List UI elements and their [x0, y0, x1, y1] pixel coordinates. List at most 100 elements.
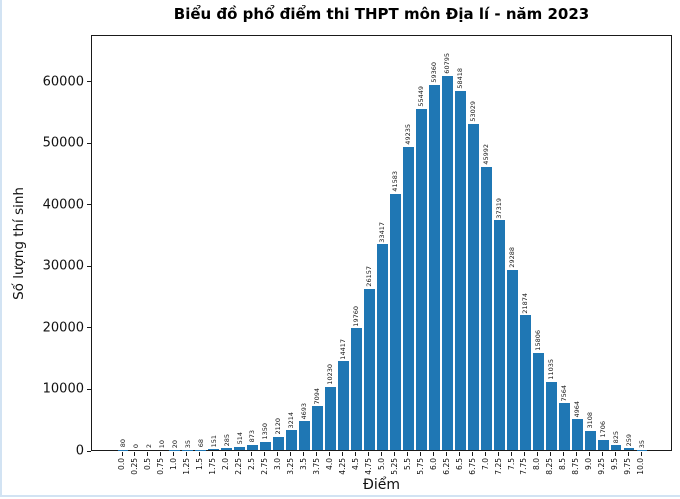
bar — [286, 430, 298, 450]
bar-value-text: 58418 — [456, 67, 465, 89]
x-tick-text: 7.0 — [480, 458, 490, 470]
x-tick-label: 7.0 — [479, 458, 491, 470]
x-tick-mark — [277, 452, 279, 456]
bar-value-text: 59360 — [430, 62, 439, 83]
bar-value-text: 873 — [248, 430, 257, 443]
x-tick-label: 8.0 — [531, 458, 543, 470]
x-tick-text: 1.25 — [182, 458, 192, 475]
x-tick-text: 4.5 — [350, 458, 360, 470]
bar-value-label: 49235 — [402, 124, 415, 145]
bar-value-text: 49235 — [404, 124, 413, 146]
bar-value-text: 3214 — [287, 411, 296, 429]
x-tick-mark — [497, 452, 499, 456]
x-tick-mark — [251, 452, 253, 456]
x-tick-text: 1.5 — [195, 458, 205, 470]
bar-value-text: 14417 — [339, 338, 348, 360]
bar-value-label: 825 — [610, 431, 623, 443]
x-tick-label: 1.75 — [207, 458, 219, 475]
x-tick-text: 8.5 — [558, 458, 568, 470]
bar-value-text: 26157 — [365, 266, 374, 288]
x-tick-text: 2.25 — [234, 458, 244, 475]
bar — [480, 166, 492, 450]
bar-value-text: 285 — [222, 433, 231, 447]
x-tick-text: 0.75 — [156, 458, 166, 475]
x-tick-mark — [355, 452, 357, 456]
bar-value-label: 3108 — [584, 412, 597, 429]
x-tick-text: 8.75 — [571, 458, 581, 475]
bar — [390, 194, 401, 450]
bar-value-text: 4964 — [572, 400, 581, 418]
bar-value-label: 15806 — [532, 330, 545, 351]
x-tick-mark — [406, 452, 408, 456]
bar — [428, 84, 440, 450]
x-tick-mark — [549, 452, 551, 456]
x-tick-label: 2.25 — [233, 458, 245, 475]
y-tick-mark — [87, 142, 91, 144]
bar — [234, 446, 246, 450]
x-tick-label: 7.75 — [518, 458, 530, 475]
x-tick-label: 0.75 — [155, 458, 167, 475]
x-tick-text: 6.25 — [441, 458, 451, 475]
bar-value-label: 14417 — [337, 339, 350, 360]
x-tick-mark — [588, 452, 590, 456]
bar-value-text: 33417 — [378, 221, 387, 243]
bar-value-text: 10230 — [326, 364, 335, 386]
bar-value-label: 80 — [117, 439, 130, 447]
y-tick-mark — [87, 265, 91, 267]
x-tick-mark — [614, 452, 616, 456]
bar — [403, 147, 414, 450]
x-tick-mark — [173, 452, 175, 456]
x-tick-mark — [523, 452, 525, 456]
x-tick-mark — [134, 452, 136, 456]
x-tick-text: 5.0 — [376, 458, 386, 470]
bar-value-text: 7564 — [559, 384, 568, 402]
bar-value-label: 1706 — [597, 421, 610, 438]
x-tick-text: 3.0 — [272, 458, 282, 470]
bar — [454, 90, 466, 450]
x-tick-mark — [601, 452, 603, 456]
bar-value-label: 60795 — [441, 53, 454, 74]
bar-value-label: 873 — [246, 430, 259, 442]
y-tick-label: 60000 — [42, 74, 84, 90]
x-tick-mark — [381, 452, 382, 456]
x-tick-mark — [368, 452, 370, 456]
bar — [273, 436, 285, 450]
bar — [325, 387, 337, 450]
bar-value-label: 53029 — [467, 101, 480, 122]
x-tick-label: 3.5 — [298, 458, 310, 470]
bar-value-label: 20 — [168, 440, 181, 448]
bar-value-text: 21874 — [520, 292, 529, 314]
x-tick-mark — [303, 452, 305, 456]
page-border-bottom — [0, 495, 680, 497]
x-tick-mark — [238, 452, 240, 456]
bar — [558, 403, 570, 450]
x-tick-label: 3.0 — [272, 458, 284, 470]
x-tick-mark — [342, 452, 344, 456]
bar-value-label: 11035 — [545, 359, 558, 380]
bar-value-label: 0 — [129, 444, 142, 448]
bar-value-text: 68 — [196, 439, 205, 448]
x-tick-mark — [121, 452, 123, 456]
y-tick-label: 30000 — [42, 258, 84, 274]
x-tick-label: 4.25 — [337, 458, 349, 475]
bar-value-text: 825 — [611, 430, 620, 443]
x-tick-text: 8.0 — [532, 458, 542, 470]
x-tick-label: 9.0 — [583, 458, 595, 470]
bar-value-text: 35 — [637, 439, 646, 448]
x-tick-mark — [510, 452, 512, 456]
bar — [351, 328, 362, 450]
x-tick-mark — [264, 452, 266, 456]
bar — [571, 419, 583, 450]
x-tick-text: 0.0 — [117, 458, 127, 470]
x-tick-mark — [199, 452, 201, 456]
bar-value-label: 35 — [181, 440, 194, 448]
x-tick-text: 2.75 — [259, 458, 269, 475]
x-tick-text: 6.75 — [467, 458, 477, 475]
bar-value-label: 514 — [233, 432, 246, 444]
x-tick-label: 3.25 — [285, 458, 297, 475]
bar-value-label: 35 — [636, 440, 649, 448]
x-tick-text: 2.5 — [247, 458, 256, 470]
x-tick-label: 8.5 — [557, 458, 569, 470]
bar-value-text: 151 — [209, 434, 218, 448]
x-tick-text: 4.75 — [363, 458, 373, 475]
